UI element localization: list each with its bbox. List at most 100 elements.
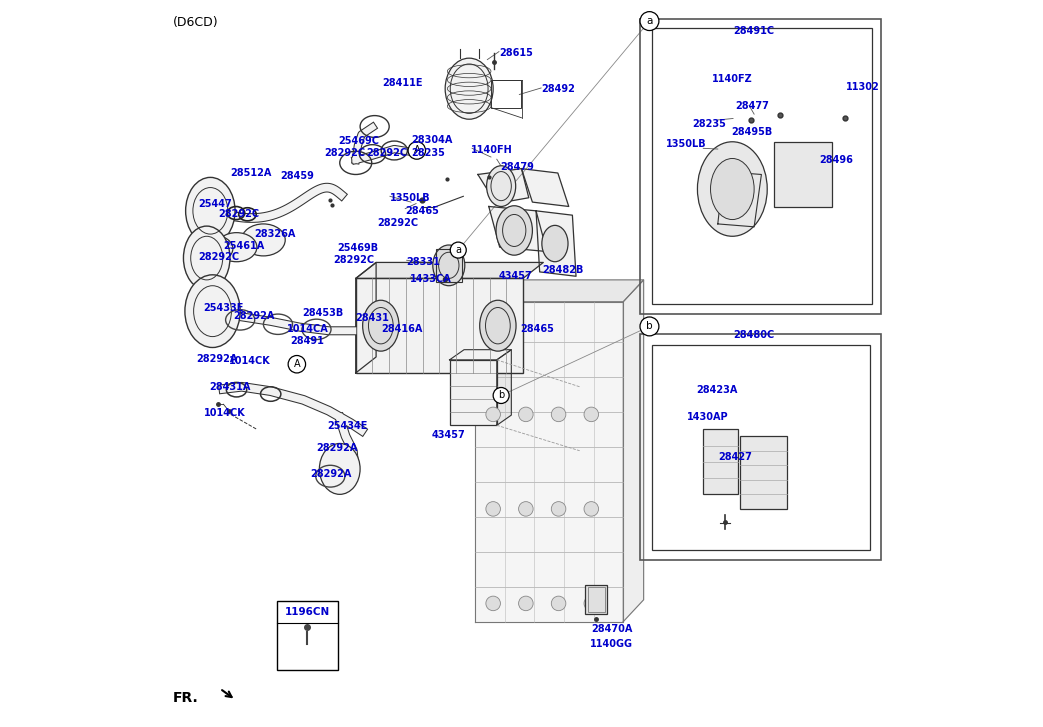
Ellipse shape	[486, 502, 501, 516]
Ellipse shape	[480, 300, 516, 351]
Circle shape	[493, 387, 509, 403]
Ellipse shape	[584, 407, 599, 422]
Text: 25461A: 25461A	[223, 241, 265, 252]
Text: 1140FZ: 1140FZ	[712, 74, 753, 84]
Bar	[587, 587, 605, 612]
Polygon shape	[356, 262, 377, 373]
Ellipse shape	[242, 224, 285, 256]
Bar	[356, 278, 523, 373]
Text: 28465: 28465	[405, 206, 439, 216]
Bar	[585, 585, 607, 614]
Bar	[774, 142, 832, 207]
Ellipse shape	[710, 158, 754, 220]
Polygon shape	[475, 302, 624, 622]
Text: b: b	[498, 390, 504, 401]
Text: 1014CK: 1014CK	[203, 408, 245, 418]
Text: 28411E: 28411E	[382, 78, 422, 88]
Text: 28292A: 28292A	[311, 469, 353, 479]
Circle shape	[640, 12, 659, 31]
Text: 1014CK: 1014CK	[228, 356, 270, 366]
Ellipse shape	[487, 166, 515, 206]
Text: 28292C: 28292C	[366, 148, 407, 158]
Text: 28292A: 28292A	[316, 443, 358, 453]
Text: 43457: 43457	[432, 430, 465, 441]
Text: A: A	[293, 359, 300, 369]
Text: 28416A: 28416A	[381, 324, 422, 334]
Text: 28495B: 28495B	[731, 126, 773, 137]
Text: 11302: 11302	[846, 81, 879, 92]
Text: 28431: 28431	[356, 313, 390, 323]
Bar	[276, 601, 338, 670]
Text: a: a	[647, 16, 653, 26]
Bar	[652, 345, 870, 550]
Ellipse shape	[186, 177, 235, 244]
Ellipse shape	[196, 236, 233, 262]
Text: b: b	[647, 321, 653, 332]
Ellipse shape	[518, 596, 533, 611]
Ellipse shape	[486, 596, 501, 611]
Ellipse shape	[698, 142, 768, 236]
Text: 28326A: 28326A	[254, 229, 296, 239]
Text: 43457: 43457	[499, 270, 533, 281]
Text: 28235: 28235	[412, 148, 445, 158]
Polygon shape	[536, 211, 576, 276]
Ellipse shape	[552, 407, 566, 422]
Polygon shape	[489, 206, 547, 252]
Bar	[436, 249, 462, 282]
Bar	[491, 80, 522, 108]
Text: 28491C: 28491C	[733, 25, 775, 36]
Text: 25447: 25447	[198, 199, 232, 209]
Ellipse shape	[486, 407, 501, 422]
Ellipse shape	[518, 407, 533, 422]
Text: A: A	[413, 145, 420, 156]
Polygon shape	[475, 280, 644, 302]
Text: 28492: 28492	[541, 84, 575, 95]
Ellipse shape	[496, 206, 532, 255]
Ellipse shape	[552, 502, 566, 516]
Bar	[640, 334, 881, 560]
Text: 28331: 28331	[407, 257, 440, 267]
Text: 1433CA: 1433CA	[410, 274, 452, 284]
Text: 28470A: 28470A	[591, 624, 633, 634]
Text: FR.: FR.	[172, 691, 198, 705]
Text: 28491: 28491	[290, 336, 324, 346]
Bar	[703, 429, 738, 494]
Text: 1014CA: 1014CA	[287, 324, 329, 334]
Ellipse shape	[518, 502, 533, 516]
Ellipse shape	[216, 233, 257, 262]
Text: 28453B: 28453B	[301, 308, 343, 318]
Text: 28304A: 28304A	[412, 134, 453, 145]
Text: (D6CD): (D6CD)	[172, 16, 218, 29]
Circle shape	[408, 142, 426, 159]
Ellipse shape	[185, 275, 240, 348]
Text: 28512A: 28512A	[231, 168, 272, 178]
Circle shape	[451, 242, 466, 258]
Polygon shape	[718, 172, 761, 227]
Text: 28292C: 28292C	[323, 148, 365, 158]
Text: 1350LB: 1350LB	[665, 139, 706, 149]
Ellipse shape	[184, 226, 229, 290]
Text: a: a	[455, 245, 461, 255]
Text: 28292C: 28292C	[333, 254, 374, 265]
Circle shape	[640, 317, 659, 336]
Text: 28480C: 28480C	[733, 330, 775, 340]
Ellipse shape	[363, 300, 399, 351]
Text: 28427: 28427	[718, 452, 752, 462]
Text: 28423A: 28423A	[696, 385, 737, 395]
Circle shape	[288, 356, 306, 373]
Ellipse shape	[319, 443, 360, 494]
Text: 28482B: 28482B	[542, 265, 583, 276]
Text: 28235: 28235	[693, 119, 726, 129]
Polygon shape	[450, 350, 511, 360]
Ellipse shape	[584, 502, 599, 516]
Text: 28465: 28465	[520, 324, 554, 334]
Text: 28459: 28459	[281, 171, 314, 181]
Text: 28496: 28496	[820, 155, 853, 165]
Ellipse shape	[451, 64, 488, 113]
Ellipse shape	[552, 596, 566, 611]
Ellipse shape	[542, 225, 568, 262]
Text: 28431A: 28431A	[210, 382, 251, 392]
Text: 28292C: 28292C	[218, 209, 260, 219]
Text: 1140GG: 1140GG	[590, 639, 633, 649]
Text: 28479: 28479	[501, 162, 534, 172]
